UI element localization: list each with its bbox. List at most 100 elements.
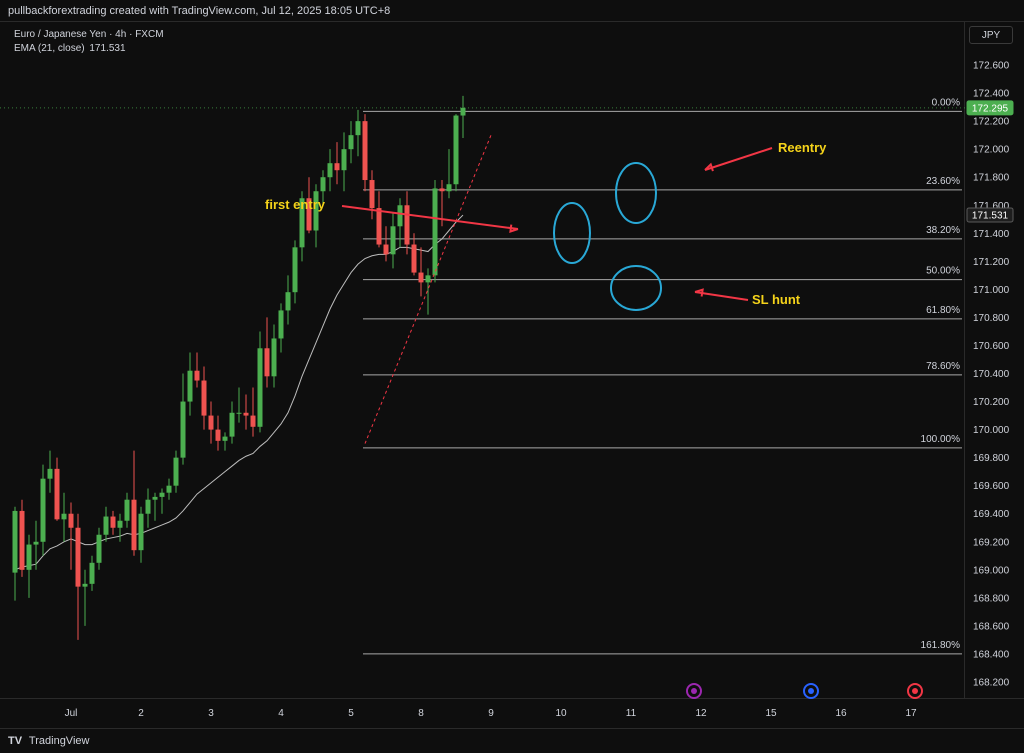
price-tag [966,100,1014,116]
price-tick-label: 171.200 [973,257,1010,268]
candle [152,492,158,521]
currency-button[interactable]: JPY [969,26,1013,44]
candle [54,457,60,521]
candle [390,212,396,269]
candle [40,464,46,556]
candle [82,569,88,626]
candle [446,149,452,199]
time-tick-label: 8 [418,708,424,719]
sl-hunt-arrow [694,291,749,301]
target-icon[interactable] [907,683,923,699]
price-tick-label: 171.400 [973,229,1010,240]
candle [61,492,67,542]
candle-body [320,177,326,192]
candle [397,198,403,248]
target-icon-dot [912,688,918,694]
candlestick-chart[interactable]: 0.00% 23.60% 38.20% 50.00% 61.80% 78.60% 100.0… [0,0,1024,728]
candle-body [222,436,228,441]
symbol-title[interactable]: Euro / Japanese Yen · 4h · FXCM [14,29,164,40]
candle [341,132,347,192]
highlight-circle [610,265,662,311]
price-tick-label: 170.000 [973,425,1010,436]
sl-hunt-arrow-head [694,288,704,297]
candle [215,415,221,451]
candle-body [54,468,60,520]
price-tick-label: 172.000 [973,145,1010,156]
candle-body [33,541,39,545]
candle-body [103,516,109,535]
candle-body [96,534,102,563]
candle [110,510,116,535]
candle-body [243,412,249,416]
candle-body [439,188,445,192]
globe-icon[interactable] [803,683,819,699]
candle-body [68,513,74,528]
candle-body [208,415,214,430]
candle-body [138,513,144,551]
indicator-legend[interactable]: EMA (21, close) 171.531 [14,42,164,56]
impulse-dashed-line [364,134,492,444]
candle-body [348,135,354,150]
candle-body [341,149,347,171]
candle [68,502,74,570]
annotation-label: SL hunt [752,292,801,307]
fib-retracement-layer: 0.00% 23.60% 38.20% 50.00% 61.80% 78.60% 100.0… [0,97,965,655]
price-tick-label: 169.400 [973,509,1010,520]
candle [355,109,361,157]
price-tick-label: 169.000 [973,565,1010,576]
fib-label: 50.00% [926,266,960,277]
highlight-circle [553,202,591,264]
candle-body [201,380,207,416]
candle-body [362,121,368,181]
candle-body [159,492,165,497]
candle [19,499,25,577]
fib-label: 61.80% [926,305,960,316]
price-tick-label: 169.600 [973,481,1010,492]
candle [327,149,333,192]
candle-body [236,412,242,414]
chart-legend: Euro / Japanese Yen · 4h · FXCM EMA (21,… [14,28,164,56]
candle [271,324,277,388]
fib-label: 100.00% [921,434,961,445]
time-axis-divider [0,698,1024,699]
candle [159,488,165,514]
reentry-arrow-head [704,162,714,172]
candle [236,387,242,423]
price-axis: 172.600 172.400 172.200 172.000 171.800 171.6… [973,61,1010,689]
candle [131,450,137,556]
price-tick-label: 168.400 [973,649,1010,660]
candle [138,506,144,563]
candle-body [397,205,403,227]
candle [117,513,123,542]
candle-body [124,499,130,521]
candle [425,268,431,315]
candle-body [215,429,221,441]
candle-body [369,180,375,209]
price-tick-label: 170.200 [973,397,1010,408]
indicator-value: 171.531 [89,43,126,54]
candle [229,401,235,444]
candle-body [292,247,298,293]
footer: TV TradingView [0,728,1024,752]
candle-body [229,412,235,437]
price-tick-label: 170.600 [973,341,1010,352]
time-tick-label: 2 [138,708,144,719]
candle-body [187,370,193,402]
price-tick-label: 168.600 [973,621,1010,632]
price-tag-label: 171.531 [972,210,1009,221]
price-tick-label: 168.200 [973,677,1010,688]
chart-caption: pullbackforextrading created with Tradin… [0,0,1024,22]
lightning-icon[interactable] [686,683,702,699]
candle-body [285,292,291,311]
candle [12,506,18,601]
candle [362,114,368,192]
candle-body [299,198,305,248]
fib-label: 38.20% [926,225,960,236]
tradingview-logo-icon[interactable]: TV [8,735,23,747]
candle-body [26,544,32,570]
lightning-icon-dot [691,688,697,694]
price-tick-label: 171.600 [973,201,1010,212]
annotation-label: Reentry [778,140,827,155]
price-tag-label: 172.295 [972,103,1009,114]
candle-body [173,457,179,486]
